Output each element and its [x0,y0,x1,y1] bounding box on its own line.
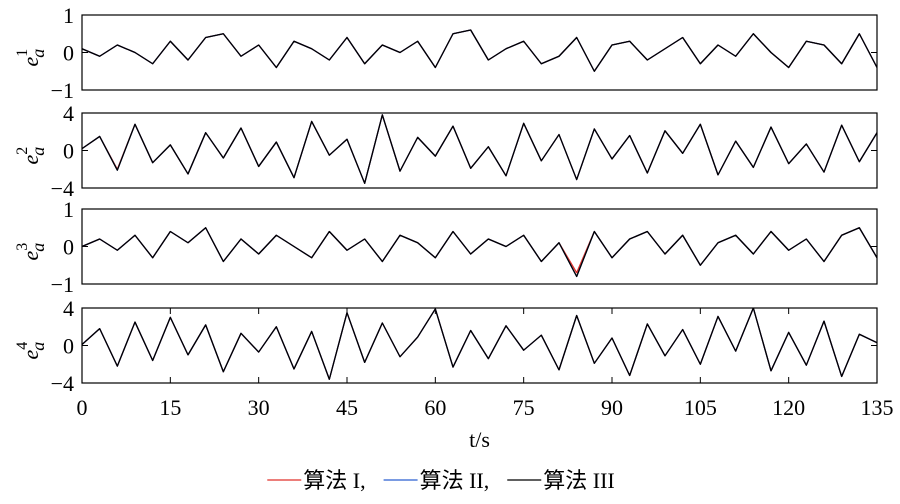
x-tick-label: 0 [77,395,88,420]
plot-frame [81,112,878,189]
y-tick-label: 1 [63,197,74,222]
series-line [82,114,877,184]
y-tick-label: −1 [51,78,74,103]
x-tick-label: 60 [424,395,446,420]
legend-item: 算法 I, [267,468,366,493]
series-line [82,114,877,184]
series-line [82,29,877,72]
series-line [82,308,877,380]
legend-label: 算法 I, [303,468,365,493]
y-tick-label: −4 [51,371,74,396]
x-axis-label: t/s [469,427,490,452]
series-line [82,227,877,278]
x-tick-label: 105 [684,395,717,420]
y-axis-label: e1a [14,49,48,67]
y-label-sub: a [28,49,48,58]
x-tick-label: 120 [772,395,805,420]
y-tick-label: −4 [51,176,74,201]
y-axis-label: e4a [14,342,48,360]
plot-frame [81,307,878,384]
legend-item: 算法 III [507,468,615,493]
x-tick-label: 15 [159,395,181,420]
y-tick-label: 4 [63,296,74,321]
x-tick-label: 75 [513,395,535,420]
y-label-sup: 3 [14,243,31,251]
y-label-main: e [18,57,43,67]
y-tick-label: 0 [63,235,74,260]
y-tick-label: 4 [63,101,74,126]
y-tick-label: 0 [63,41,74,66]
y-label-sup: 4 [14,342,31,350]
y-label-main: e [18,155,43,165]
series-line [82,227,877,278]
y-tick-label: 0 [63,139,74,164]
x-tick-label: 135 [861,395,894,420]
x-tick-label: 90 [601,395,623,420]
y-tick-label: 1 [63,3,74,28]
series-line [82,29,877,72]
y-axis-label: e2a [14,147,48,165]
y-tick-label: −1 [51,272,74,297]
y-axis-label: e3a [14,243,48,261]
x-tick-label: 45 [336,395,358,420]
y-tick-label: 0 [63,334,74,359]
y-label-sub: a [28,243,48,252]
plot-frame [81,208,878,285]
y-label-sup: 2 [14,147,31,155]
x-tick-label: 30 [248,395,270,420]
y-label-main: e [18,350,43,360]
series-line [82,29,877,72]
y-label-sub: a [28,342,48,351]
legend-label: 算法 II, [420,468,490,493]
legend-item: 算法 II, [383,468,490,493]
series-line [82,114,877,184]
series-line [82,227,877,274]
plot-frame [81,14,878,91]
legend-label: 算法 III [543,468,614,493]
y-label-sub: a [28,147,48,156]
y-label-sup: 1 [14,49,31,57]
y-label-main: e [18,251,43,261]
